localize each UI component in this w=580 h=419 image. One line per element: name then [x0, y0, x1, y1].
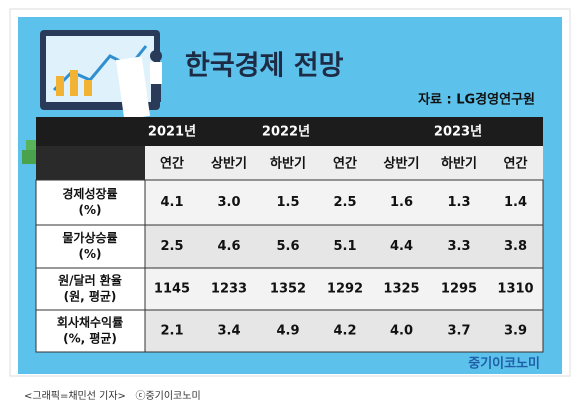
cell-value: 5.6: [276, 239, 299, 254]
cell-value: 1352: [270, 282, 306, 297]
row-cells: [144, 309, 544, 353]
cell-value: 5.1: [333, 239, 356, 254]
year-header: 2023년: [434, 125, 482, 140]
sub-header: 상반기: [384, 156, 420, 172]
row-cells: [144, 267, 544, 311]
cell-value: 3.7: [447, 324, 470, 339]
cell-value: 4.1: [160, 195, 183, 210]
cell-value: 1292: [327, 282, 363, 297]
cell-value: 2.5: [333, 195, 356, 210]
cell-value: 1295: [441, 282, 477, 297]
cell-value: 2.1: [160, 324, 183, 339]
row-label-cell: [35, 267, 146, 311]
cell-value: 1.5: [276, 195, 299, 210]
row-label: 회사채수익률: [57, 315, 123, 330]
year-header-row: [36, 117, 543, 146]
row-label: 물가상승률: [62, 230, 117, 245]
sub-header: 연간: [333, 156, 357, 172]
cell-value: 1310: [497, 282, 533, 297]
row-label-cell: [35, 224, 146, 269]
cell-value: 1.6: [390, 195, 413, 210]
source: 자료 : LG경영연구원: [418, 92, 535, 108]
sub-header-cells: [145, 146, 543, 180]
cell-value: 3.4: [217, 324, 240, 339]
cell-value: 4.0: [390, 324, 413, 339]
cell-value: 1.3: [447, 195, 470, 210]
sub-header: 하반기: [441, 156, 477, 172]
brand: 중기이코노미: [468, 356, 540, 372]
cell-value: 3.3: [447, 239, 470, 254]
year-header: 2021년: [148, 125, 196, 140]
year-header: 2022년: [262, 125, 310, 140]
title: 한국경제 전망: [185, 51, 344, 82]
cell-value: 3.8: [504, 239, 527, 254]
cell-value: 4.9: [276, 324, 299, 339]
row-label-cell: [35, 309, 146, 353]
cell-value: 4.6: [217, 239, 240, 254]
cell-value: 4.2: [333, 324, 356, 339]
row-label: (%): [79, 203, 102, 217]
sub-header: 연간: [160, 156, 184, 172]
cell-value: 1233: [211, 282, 247, 297]
row-cells: [144, 224, 544, 269]
cell-value: 3.9: [504, 324, 527, 339]
cell-value: 2.5: [160, 239, 183, 254]
sub-header: 연간: [504, 156, 528, 172]
row-label: (원, 평균): [64, 290, 117, 304]
caption: <그래픽=채민선 기자> ⓒ중기이코노미: [24, 390, 201, 402]
sub-header: 상반기: [211, 156, 247, 172]
row-label: (%): [79, 247, 102, 261]
cell-value: 1325: [383, 282, 419, 297]
illustration: [22, 30, 162, 164]
cell-value: 3.0: [217, 195, 240, 210]
row-label: (%, 평균): [63, 332, 117, 346]
cell-value: 1145: [154, 282, 190, 297]
row-label: 경제성장률: [62, 187, 117, 201]
cell-value: 1.4: [504, 195, 527, 210]
row-label: 원/달러 환율: [58, 273, 122, 288]
sub-header: 하반기: [270, 156, 306, 172]
cell-value: 4.4: [390, 239, 413, 254]
